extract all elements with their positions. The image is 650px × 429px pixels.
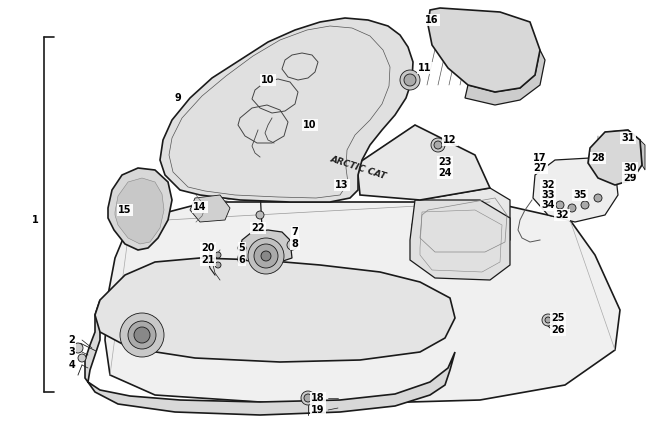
Circle shape <box>594 194 602 202</box>
Circle shape <box>261 251 271 261</box>
Text: 32: 32 <box>555 210 569 220</box>
Circle shape <box>248 238 284 274</box>
Text: 28: 28 <box>592 153 604 163</box>
Polygon shape <box>358 125 490 200</box>
Circle shape <box>254 244 278 268</box>
Text: 15: 15 <box>118 205 132 215</box>
Text: 9: 9 <box>175 93 181 103</box>
Circle shape <box>568 204 576 212</box>
Text: 24: 24 <box>438 168 452 178</box>
Circle shape <box>215 262 221 268</box>
Polygon shape <box>410 200 510 280</box>
Polygon shape <box>588 130 642 185</box>
Text: 29: 29 <box>623 173 637 183</box>
Text: 20: 20 <box>202 243 214 253</box>
Text: 35: 35 <box>573 190 587 200</box>
Text: 34: 34 <box>541 200 554 210</box>
Text: 11: 11 <box>418 63 432 73</box>
Text: 1: 1 <box>32 215 38 225</box>
Text: 30: 30 <box>623 163 637 173</box>
Text: 2: 2 <box>69 335 75 345</box>
Polygon shape <box>115 178 164 244</box>
Circle shape <box>545 317 551 323</box>
Circle shape <box>304 394 312 402</box>
Text: 26: 26 <box>551 325 565 335</box>
Polygon shape <box>412 188 510 258</box>
Polygon shape <box>465 50 545 105</box>
Polygon shape <box>238 230 292 262</box>
Text: 3: 3 <box>69 347 75 357</box>
Text: 16: 16 <box>425 15 439 25</box>
Text: 25: 25 <box>551 313 565 323</box>
Text: 4: 4 <box>69 360 75 370</box>
Circle shape <box>73 343 83 353</box>
Text: 7: 7 <box>292 227 298 237</box>
Text: 21: 21 <box>202 255 214 265</box>
Circle shape <box>542 314 554 326</box>
Circle shape <box>215 252 221 258</box>
Text: 6: 6 <box>239 255 246 265</box>
Circle shape <box>238 256 246 264</box>
Text: 18: 18 <box>311 393 325 403</box>
Circle shape <box>400 70 420 90</box>
Circle shape <box>287 240 297 250</box>
Polygon shape <box>428 8 540 92</box>
Circle shape <box>556 201 564 209</box>
Text: 31: 31 <box>621 133 635 143</box>
Text: 14: 14 <box>193 202 207 212</box>
Text: 27: 27 <box>533 163 547 173</box>
Circle shape <box>434 141 442 149</box>
Text: 10: 10 <box>261 75 275 85</box>
Text: 19: 19 <box>311 405 325 415</box>
Text: ARCTIC CAT: ARCTIC CAT <box>329 155 387 181</box>
Circle shape <box>120 313 164 357</box>
Text: 17: 17 <box>533 153 547 163</box>
Circle shape <box>256 211 264 219</box>
Circle shape <box>134 327 150 343</box>
Polygon shape <box>105 202 620 405</box>
Text: 12: 12 <box>443 135 457 145</box>
Circle shape <box>78 354 86 362</box>
Polygon shape <box>95 258 455 362</box>
Polygon shape <box>190 195 230 222</box>
Text: 13: 13 <box>335 180 349 190</box>
Text: 8: 8 <box>292 239 298 249</box>
Polygon shape <box>533 158 618 222</box>
Circle shape <box>544 191 552 199</box>
Text: 33: 33 <box>541 190 554 200</box>
Circle shape <box>301 391 315 405</box>
Polygon shape <box>160 18 413 202</box>
Circle shape <box>431 138 445 152</box>
Circle shape <box>581 201 589 209</box>
Circle shape <box>238 244 246 252</box>
Circle shape <box>404 74 416 86</box>
Text: 10: 10 <box>304 120 317 130</box>
Polygon shape <box>85 300 455 415</box>
Text: 22: 22 <box>252 223 265 233</box>
Circle shape <box>128 321 156 349</box>
Text: 32: 32 <box>541 180 554 190</box>
Polygon shape <box>605 130 645 170</box>
Polygon shape <box>108 168 172 250</box>
Text: 23: 23 <box>438 157 452 167</box>
Text: 5: 5 <box>239 243 246 253</box>
